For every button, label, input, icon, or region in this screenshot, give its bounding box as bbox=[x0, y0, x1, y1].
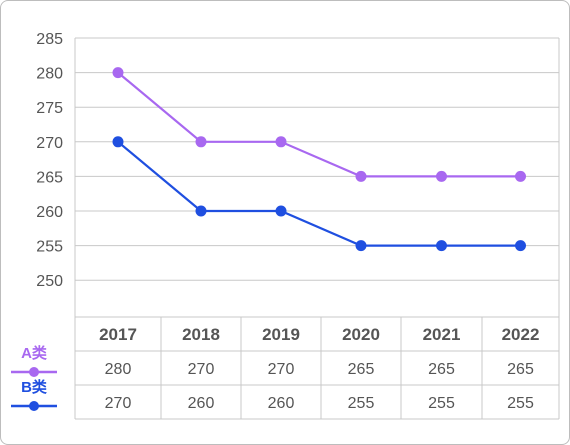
table-value-cell: 270 bbox=[268, 361, 295, 378]
data-point bbox=[436, 240, 447, 252]
grid-lines bbox=[74, 37, 560, 419]
table-value-cell: 255 bbox=[348, 395, 375, 412]
table-value-cell: 260 bbox=[188, 395, 215, 412]
y-tick-label: 280 bbox=[36, 66, 63, 83]
legend-marker bbox=[29, 401, 39, 411]
table-value-cell: 265 bbox=[428, 361, 455, 378]
data-point bbox=[195, 205, 207, 217]
y-tick-label: 270 bbox=[36, 135, 63, 152]
y-tick-label: 260 bbox=[36, 204, 63, 221]
y-tick-label: 250 bbox=[36, 273, 63, 290]
series-line-2 bbox=[117, 140, 521, 247]
table-value-cell: 255 bbox=[507, 395, 534, 412]
table-value-cell: 265 bbox=[348, 361, 375, 378]
legend-label: B类 bbox=[21, 378, 48, 396]
x-tick-label: 2020 bbox=[342, 325, 380, 344]
table-value-cell: 260 bbox=[268, 395, 295, 412]
y-tick-label: 275 bbox=[36, 100, 63, 117]
x-tick-label: 2018 bbox=[182, 325, 220, 344]
data-point bbox=[275, 205, 287, 217]
table-value-cell: 280 bbox=[105, 361, 132, 378]
data-point bbox=[275, 136, 287, 148]
legend-marker bbox=[29, 367, 39, 377]
series-line-1 bbox=[117, 71, 521, 178]
data-point bbox=[195, 136, 207, 148]
data-point bbox=[355, 170, 367, 182]
x-tick-label: 2021 bbox=[423, 325, 461, 344]
table-value-cell: 255 bbox=[428, 395, 455, 412]
data-point bbox=[515, 170, 526, 182]
y-tick-label: 265 bbox=[36, 169, 63, 186]
x-tick-label: 2019 bbox=[262, 325, 300, 344]
data-point bbox=[436, 170, 447, 182]
x-tick-label: 2017 bbox=[99, 325, 137, 344]
series-lines bbox=[112, 67, 526, 252]
legend-label: A类 bbox=[21, 344, 48, 362]
y-axis-ticks: 250 255 260 265 270 275 280 285 bbox=[36, 31, 63, 290]
data-table: 2017 2018 2019 2020 2021 2022 280 270 270 265 265 2… bbox=[75, 316, 559, 420]
data-point bbox=[355, 240, 367, 252]
data-point bbox=[112, 67, 124, 79]
table-value-cell: 265 bbox=[507, 361, 534, 378]
data-point bbox=[112, 136, 124, 148]
table-value-cell: 270 bbox=[105, 395, 132, 412]
table-value-cell: 270 bbox=[188, 361, 215, 378]
x-tick-label: 2022 bbox=[502, 325, 540, 344]
y-tick-label: 255 bbox=[36, 239, 63, 256]
y-tick-label: 285 bbox=[36, 31, 63, 48]
data-point bbox=[515, 240, 526, 252]
legend: A类 B类 bbox=[11, 344, 57, 411]
